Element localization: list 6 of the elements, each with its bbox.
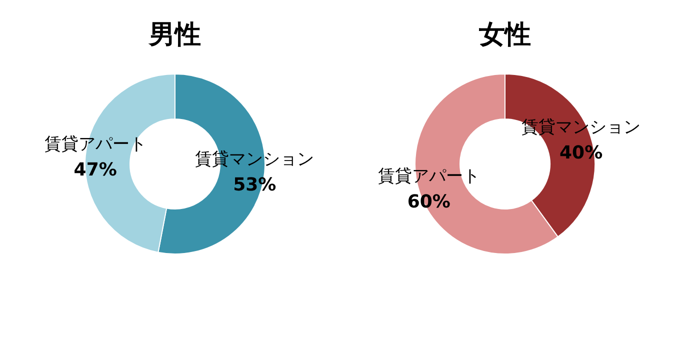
data-label: 60%: [407, 192, 450, 213]
chart-title: 女性: [478, 20, 531, 50]
chart-title: 男性: [148, 20, 201, 50]
slice-label: 賃貸アパート: [378, 166, 480, 187]
data-label: 47%: [74, 159, 117, 180]
slice-label: 賃貸アパート: [44, 134, 146, 154]
